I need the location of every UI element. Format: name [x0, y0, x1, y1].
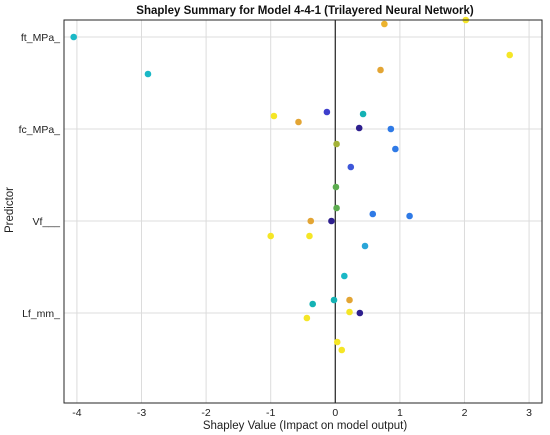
shap-point — [387, 125, 395, 133]
y-tick-label: Vf___ — [33, 216, 61, 228]
shap-point — [359, 110, 367, 118]
x-tick-label: 0 — [332, 407, 338, 419]
x-tick-label: 2 — [462, 407, 468, 419]
shap-point — [346, 296, 353, 304]
x-tick-labels: -4 -3 -2 -1 0 1 2 3 — [72, 407, 532, 419]
shap-point — [267, 232, 275, 240]
x-tick-label: -3 — [137, 407, 146, 419]
x-tick-label: -4 — [72, 407, 81, 419]
shap-point — [333, 140, 340, 148]
shap-point — [406, 212, 413, 220]
shap-point — [346, 308, 353, 316]
shap-point — [295, 118, 302, 126]
shap-point — [392, 145, 399, 153]
shap-point — [347, 163, 355, 171]
shap-point — [330, 296, 338, 304]
y-axis-label: Predictor — [4, 187, 16, 233]
shap-point — [306, 232, 313, 240]
x-tick-label: 1 — [397, 407, 403, 419]
shap-point — [307, 217, 315, 225]
chart-title: Shapley Summary for Model 4-4-1 (Trilaye… — [136, 5, 474, 17]
shap-point — [381, 20, 388, 28]
shap-point — [144, 70, 152, 78]
shap-point — [356, 309, 364, 317]
y-tick-label: Lf_mm_ — [22, 308, 60, 320]
y-tick-labels: ft_MPa_ fc_MPa_ Vf___ Lf_mm_ — [19, 32, 61, 320]
shap-point — [333, 204, 340, 212]
shap-point — [355, 124, 363, 132]
points-layer — [70, 16, 514, 354]
shap-point — [369, 210, 377, 218]
shap-point — [328, 217, 335, 225]
shap-point — [303, 314, 311, 322]
x-tick-label: 3 — [526, 407, 532, 419]
shap-point — [338, 346, 346, 354]
shap-point — [506, 51, 514, 59]
shap-point — [309, 300, 316, 308]
shap-point — [270, 112, 278, 120]
x-axis-label: Shapley Value (Impact on model output) — [203, 420, 408, 432]
shap-point — [70, 33, 77, 41]
shap-point — [333, 338, 341, 346]
y-tick-label: ft_MPa_ — [21, 32, 60, 44]
x-tick-label: -2 — [201, 407, 210, 419]
y-tick-label: fc_MPa_ — [19, 124, 61, 136]
grid-layer — [64, 20, 542, 403]
shap-point — [377, 66, 384, 74]
shap-point — [323, 108, 331, 116]
plot-frame — [63, 19, 543, 404]
x-tick-label: -1 — [266, 407, 275, 419]
shap-point — [341, 272, 348, 280]
shap-point — [332, 183, 340, 191]
shap-point — [361, 242, 369, 250]
